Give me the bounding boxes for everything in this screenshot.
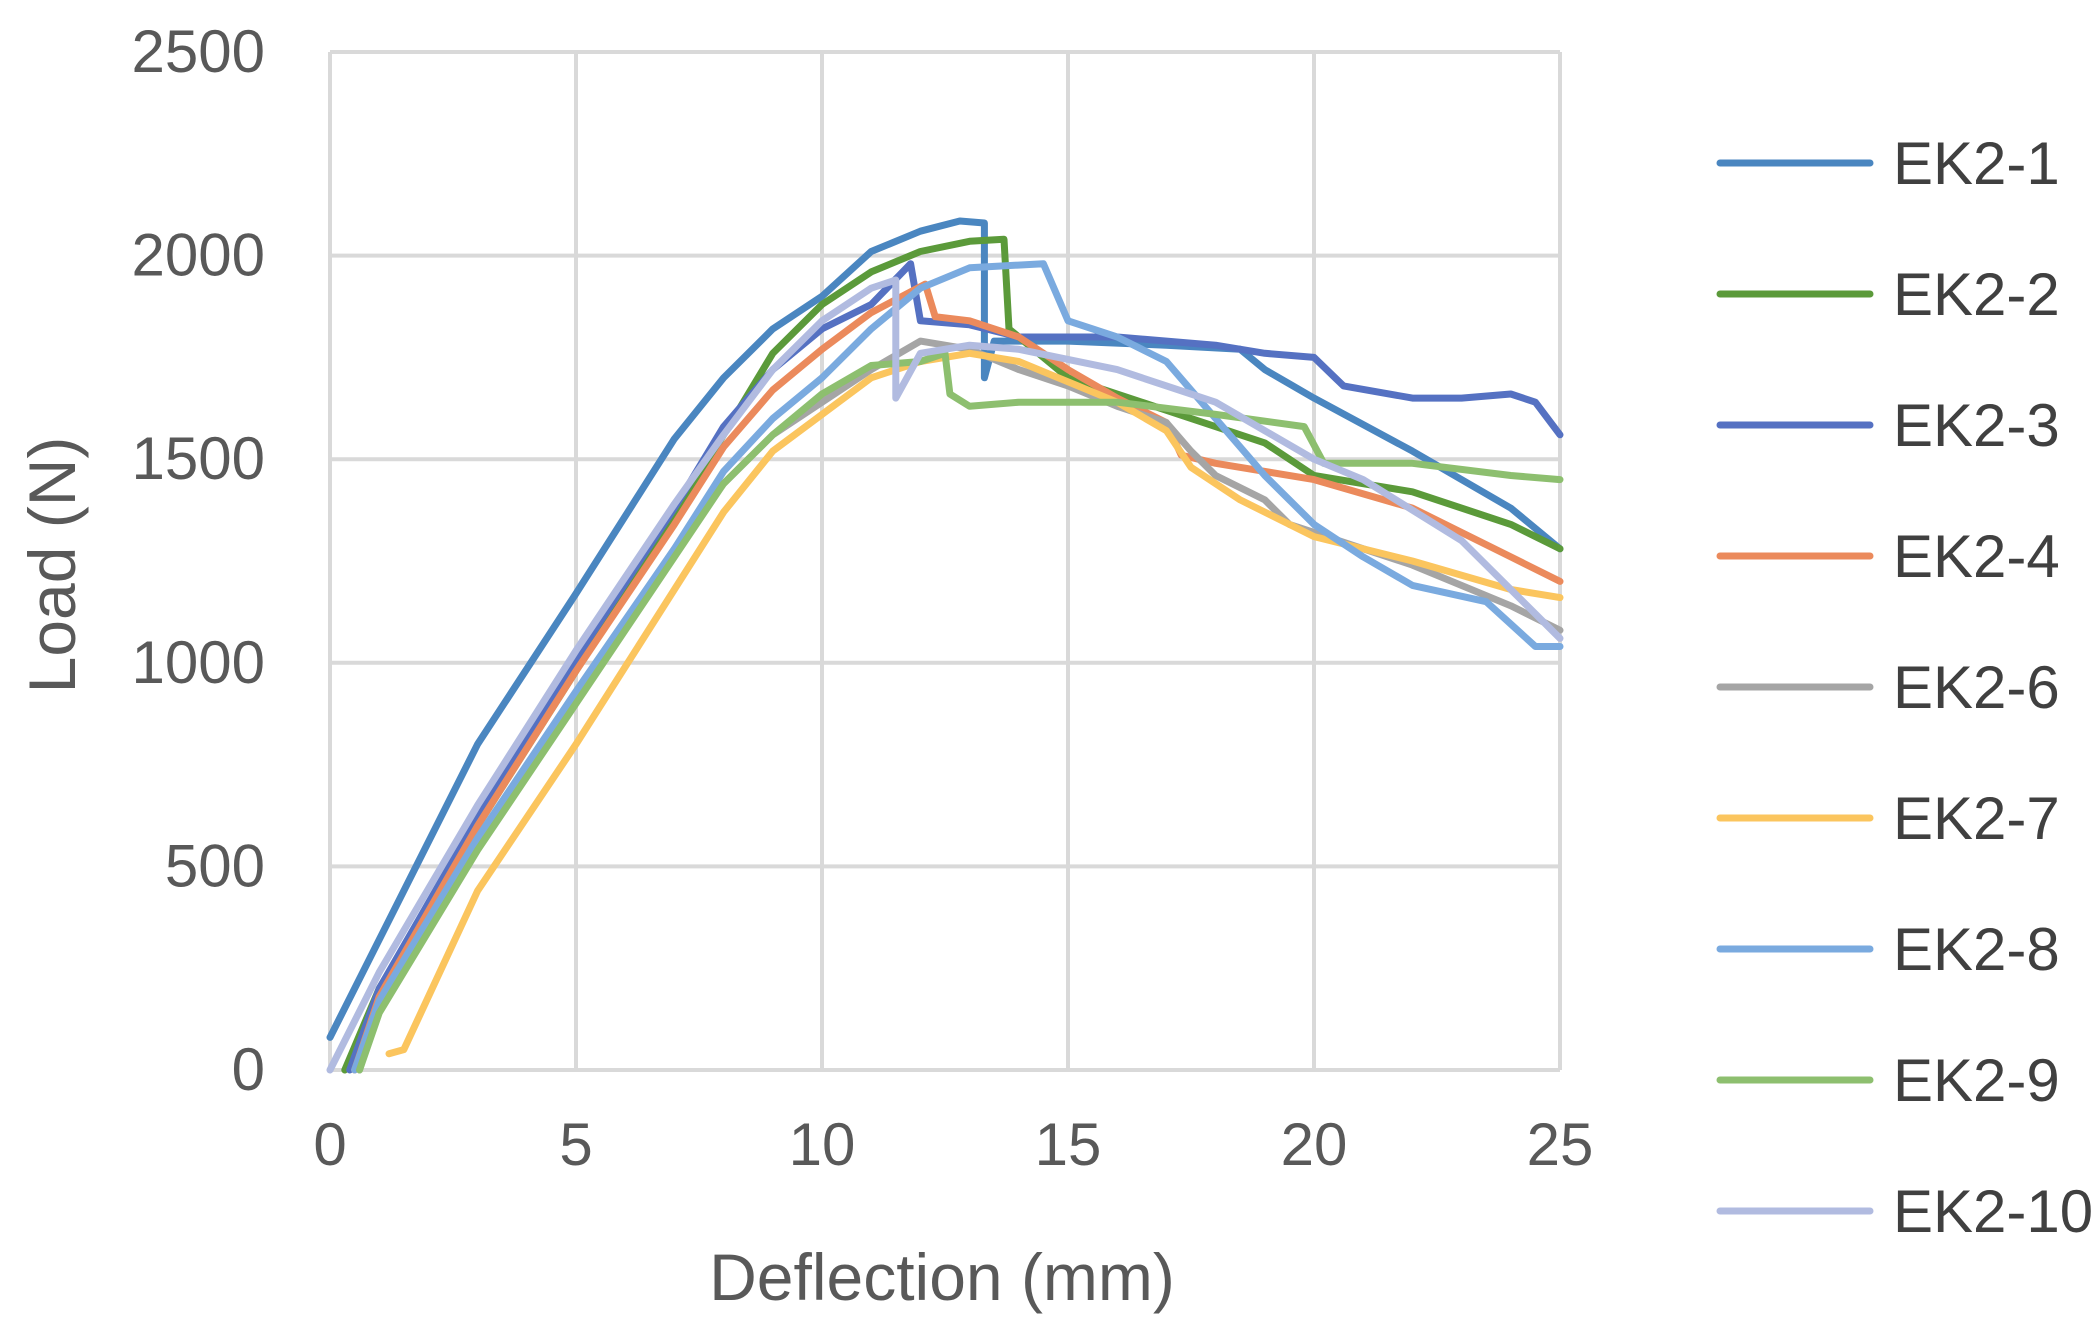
series-line-ek2-10 [326,276,1564,1074]
x-tick-label: 15 [1035,1111,1102,1178]
y-tick-label: 1500 [132,425,265,492]
legend-label: EK2-1 [1893,130,2060,197]
gridlines [328,50,1562,1072]
series-line-ek2-9 [356,349,1564,1074]
legend-label: EK2-7 [1893,785,2060,852]
legend-label: EK2-2 [1893,261,2060,328]
x-tick-label: 0 [313,1111,346,1178]
y-axis-title: Load (N) [15,437,89,694]
series-lines [326,217,1564,1074]
y-tick-label: 2000 [132,222,265,289]
x-tick-label: 10 [789,1111,856,1178]
legend-item: EK2-2 [1716,261,2060,328]
y-tick-label: 2500 [132,18,265,85]
legend-label: EK2-6 [1893,654,2060,721]
legend-label: EK2-3 [1893,392,2060,459]
legend-item: EK2-1 [1716,130,2060,197]
x-axis-title: Deflection (mm) [709,1240,1175,1314]
x-tick-label: 5 [559,1111,592,1178]
series-line-ek2-7 [385,349,1564,1058]
y-axis-ticks: 0 500 1000 1500 2000 2500 [132,18,265,1103]
legend-item: EK2-8 [1716,916,2060,983]
legend-item: EK2-3 [1716,392,2060,459]
x-axis-ticks: 0 5 10 15 20 25 [313,1111,1593,1178]
legend-label: EK2-4 [1893,523,2060,590]
legend-label: EK2-8 [1893,916,2060,983]
x-tick-label: 20 [1281,1111,1348,1178]
series-line-ek2-1 [326,217,1564,1041]
legend-item: EK2-10 [1716,1178,2093,1245]
x-tick-label: 25 [1527,1111,1594,1178]
y-tick-label: 0 [232,1036,265,1103]
legend-label: EK2-9 [1893,1047,2060,1114]
legend-label: EK2-10 [1893,1178,2093,1245]
series-line-ek2-8 [351,260,1564,1074]
legend-item: EK2-4 [1716,523,2060,590]
series-line-ek2-2 [341,235,1564,1074]
legend: EK2-1 EK2-2 EK2-3 EK2-4 EK2-6 EK2-7 EK2-8 EK2-9… [1716,130,2093,1245]
y-tick-label: 1000 [132,629,265,696]
legend-item: EK2-9 [1716,1047,2060,1114]
y-tick-label: 500 [165,832,265,899]
legend-item: EK2-7 [1716,785,2060,852]
legend-item: EK2-6 [1716,654,2060,721]
